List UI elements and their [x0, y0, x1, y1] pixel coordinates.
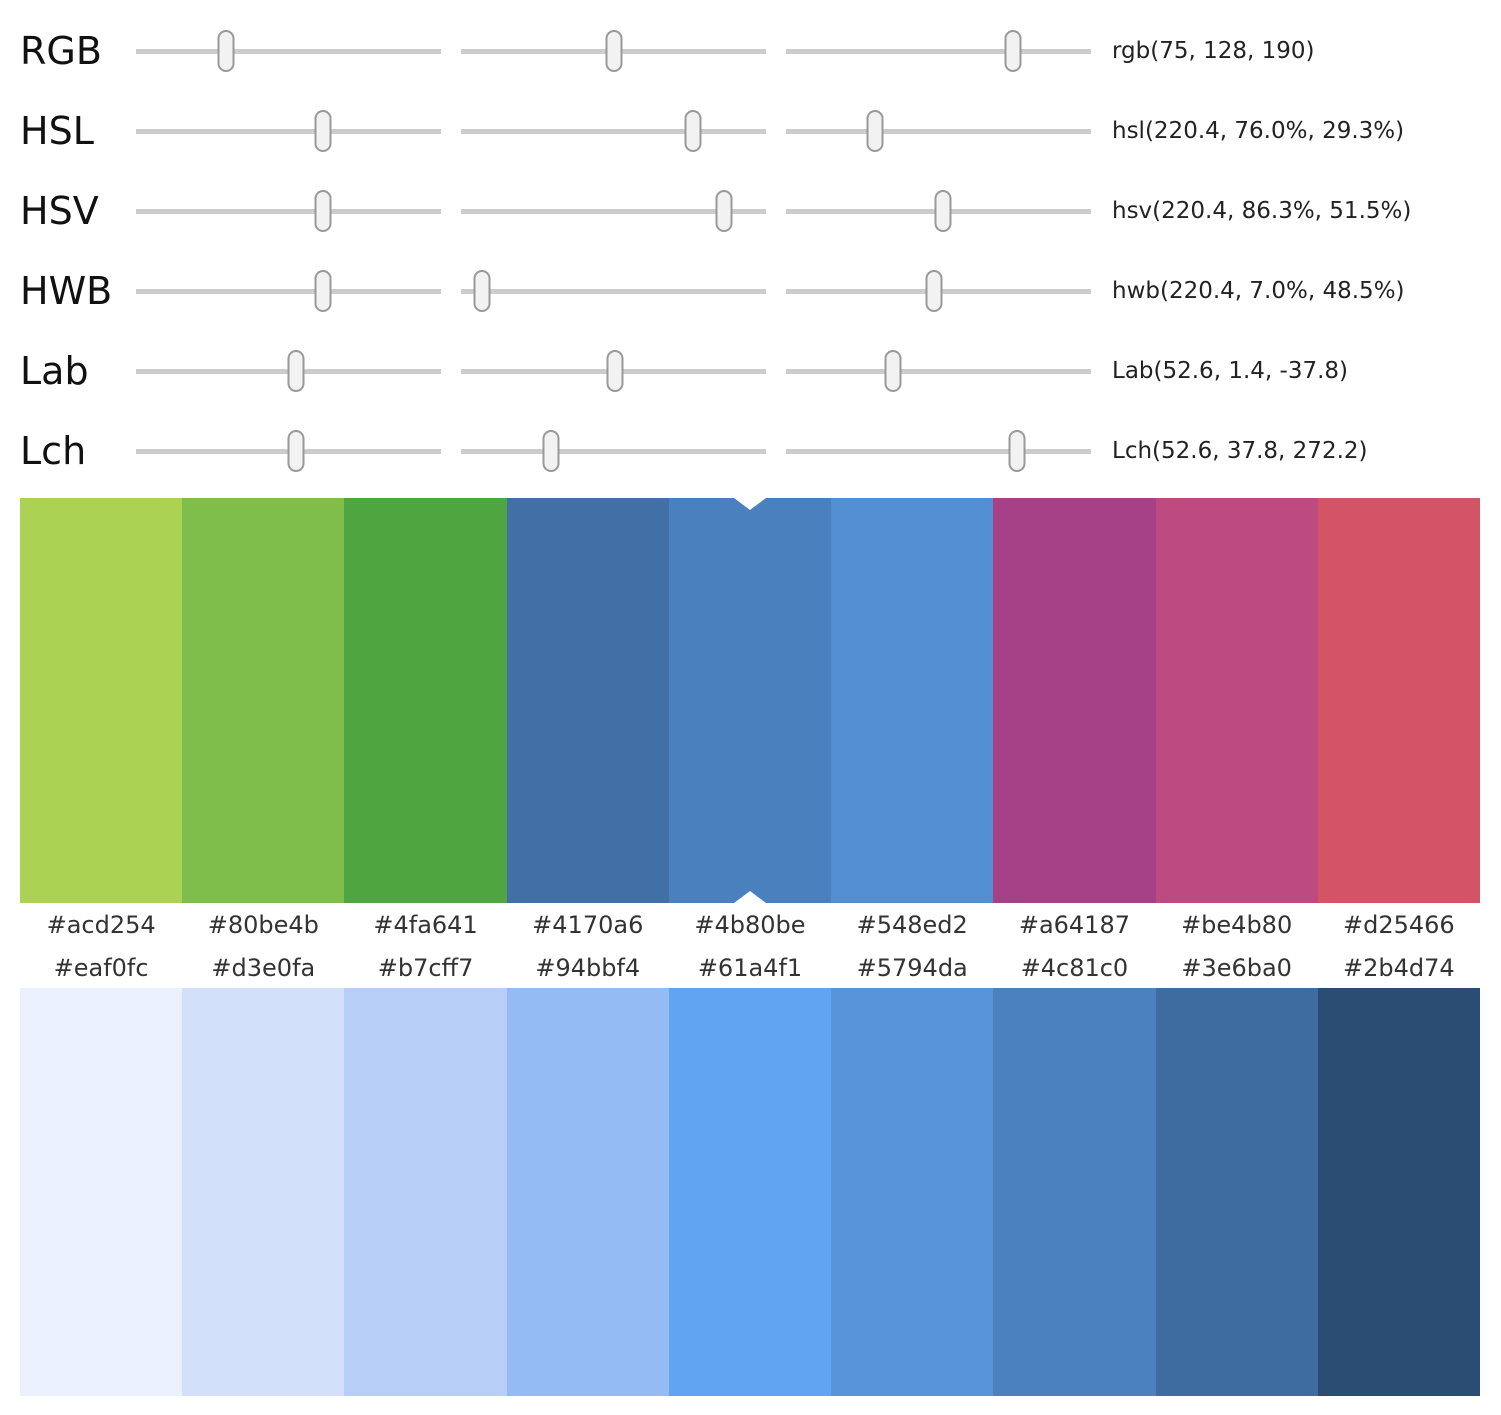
lab-value-text: Lab(52.6, 1.4, -37.8) — [1112, 358, 1348, 384]
shade_palette-swatch-1[interactable] — [182, 988, 345, 1396]
lch-slider-2-track[interactable] — [461, 428, 766, 474]
shade-palette-strip — [20, 988, 1480, 1396]
shade_palette-swatch-7[interactable] — [1155, 988, 1318, 1396]
hue-palette-hex-labels: #acd254 #80be4b #4fa641 #4170a6 #4b80be #548e… — [20, 903, 1480, 947]
shade_palette-hex-label-8: #2b4d74 — [1343, 953, 1455, 982]
slider-row-hsv: HSV hsv(220.4, 86.3%, 51.5%) — [0, 171, 1501, 251]
lch-slider-2-thumb[interactable] — [542, 430, 560, 472]
slider-row-hwb: HWB hwb(220.4, 7.0%, 48.5%) — [0, 251, 1501, 331]
hwb-slider-2-thumb[interactable] — [473, 270, 491, 312]
lab-slider-1-thumb[interactable] — [287, 350, 305, 392]
hue_palette-hex-label-4: #4b80be — [694, 911, 806, 939]
hue_palette-hex-label-7: #be4b80 — [1181, 911, 1293, 939]
slider-row-hsl: HSL hsl(220.4, 76.0%, 29.3%) — [0, 91, 1501, 171]
hsv-slider-2-thumb[interactable] — [715, 190, 733, 232]
hsv-row-label: HSV — [20, 189, 99, 233]
hue_palette-hex-label-6: #a64187 — [1018, 911, 1130, 939]
hue_palette-swatch-5[interactable] — [831, 498, 994, 903]
rgb-row-label: RGB — [20, 29, 102, 73]
hue_palette-hex-label-8: #d25466 — [1343, 911, 1455, 939]
shade_palette-hex-label-2: #b7cff7 — [377, 953, 474, 982]
lch-slider-1-track[interactable] — [136, 428, 441, 474]
lab-slider-3-track[interactable] — [786, 348, 1091, 394]
hsv-slider-3-track[interactable] — [786, 188, 1091, 234]
hue_palette-swatch-7[interactable] — [1155, 498, 1318, 903]
lch-slider-3-thumb[interactable] — [1008, 430, 1026, 472]
hwb-slider-2-track[interactable] — [461, 268, 766, 314]
lch-slider-3-track[interactable] — [786, 428, 1091, 474]
lch-row-label: Lch — [20, 429, 87, 473]
hue_palette-hex-label-2: #4fa641 — [373, 911, 478, 939]
shade_palette-hex-label-5: #5794da — [856, 953, 968, 982]
hsl-value-text: hsl(220.4, 76.0%, 29.3%) — [1112, 118, 1405, 144]
hsv-slider-1-thumb[interactable] — [314, 190, 332, 232]
lab-slider-1-track[interactable] — [136, 348, 441, 394]
shade-palette-hex-labels: #eaf0fc #d3e0fa #b7cff7 #94bbf4 #61a4f1 #5794… — [20, 947, 1480, 988]
shade_palette-hex-label-4: #61a4f1 — [697, 953, 803, 982]
hsl-slider-1-track[interactable] — [136, 108, 441, 154]
slider-row-lab: Lab Lab(52.6, 1.4, -37.8) — [0, 331, 1501, 411]
hue_palette-swatch-2[interactable] — [344, 498, 507, 903]
lab-slider-2-thumb[interactable] — [606, 350, 624, 392]
hsv-slider-3-thumb[interactable] — [934, 190, 952, 232]
hwb-slider-3-track[interactable] — [786, 268, 1091, 314]
hwb-slider-1-thumb[interactable] — [314, 270, 332, 312]
hue_palette-swatch-8[interactable] — [1317, 498, 1480, 903]
rgb-slider-2-track[interactable] — [461, 28, 766, 74]
rgb-slider-2-thumb[interactable] — [605, 30, 623, 72]
hwb-row-label: HWB — [20, 269, 113, 313]
hsl-slider-2-track[interactable] — [461, 108, 766, 154]
slider-panel: RGB rgb(75, 128, 190) HSL hsl(220.4, 76.0%,… — [0, 0, 1501, 491]
hsv-slider-1-track[interactable] — [136, 188, 441, 234]
selected-swatch-marker-bottom — [733, 891, 766, 903]
hue_palette-swatch-3[interactable] — [506, 498, 669, 903]
shade_palette-swatch-6[interactable] — [993, 988, 1156, 1396]
hsl-row-label: HSL — [20, 109, 94, 153]
hue-palette-strip — [20, 498, 1480, 903]
rgb-slider-1-track[interactable] — [136, 28, 441, 74]
hue_palette-swatch-1[interactable] — [182, 498, 345, 903]
hue_palette-swatch-6[interactable] — [993, 498, 1156, 903]
hsl-slider-3-thumb[interactable] — [866, 110, 884, 152]
shade_palette-hex-label-1: #d3e0fa — [211, 953, 316, 982]
shade_palette-swatch-3[interactable] — [506, 988, 669, 1396]
hsl-slider-3-track[interactable] — [786, 108, 1091, 154]
shade_palette-hex-label-3: #94bbf4 — [535, 953, 641, 982]
shade_palette-hex-label-6: #4c81c0 — [1020, 953, 1129, 982]
rgb-slider-1-thumb[interactable] — [217, 30, 235, 72]
hue_palette-hex-label-5: #548ed2 — [856, 911, 968, 939]
shade_palette-hex-label-0: #eaf0fc — [53, 953, 149, 982]
lab-row-label: Lab — [20, 349, 89, 393]
rgb-slider-3-track[interactable] — [786, 28, 1091, 74]
lab-slider-2-track[interactable] — [461, 348, 766, 394]
hue_palette-swatch-0[interactable] — [20, 498, 183, 903]
rgb-slider-3-thumb[interactable] — [1004, 30, 1022, 72]
shade_palette-swatch-8[interactable] — [1317, 988, 1480, 1396]
hsv-value-text: hsv(220.4, 86.3%, 51.5%) — [1112, 198, 1412, 224]
shade_palette-hex-label-7: #3e6ba0 — [1181, 953, 1292, 982]
shade_palette-swatch-0[interactable] — [20, 988, 183, 1396]
shade_palette-swatch-2[interactable] — [344, 988, 507, 1396]
hue_palette-hex-label-1: #80be4b — [207, 911, 319, 939]
hsl-slider-1-thumb[interactable] — [314, 110, 332, 152]
lch-slider-1-thumb[interactable] — [287, 430, 305, 472]
slider-row-lch: Lch Lch(52.6, 37.8, 272.2) — [0, 411, 1501, 491]
slider-row-rgb: RGB rgb(75, 128, 190) — [0, 11, 1501, 91]
hsl-slider-2-thumb[interactable] — [684, 110, 702, 152]
lab-slider-3-thumb[interactable] — [884, 350, 902, 392]
hue_palette-hex-label-0: #acd254 — [46, 911, 156, 939]
hwb-slider-3-thumb[interactable] — [925, 270, 943, 312]
hwb-value-text: hwb(220.4, 7.0%, 48.5%) — [1112, 278, 1405, 304]
lch-value-text: Lch(52.6, 37.8, 272.2) — [1112, 438, 1368, 464]
rgb-value-text: rgb(75, 128, 190) — [1112, 38, 1315, 64]
hsv-slider-2-track[interactable] — [461, 188, 766, 234]
shade_palette-swatch-4[interactable] — [668, 988, 832, 1396]
selected-swatch-marker-top — [733, 498, 766, 510]
hue_palette-swatch-4[interactable] — [668, 498, 832, 903]
hue_palette-hex-label-3: #4170a6 — [532, 911, 644, 939]
shade_palette-swatch-5[interactable] — [831, 988, 994, 1396]
hwb-slider-1-track[interactable] — [136, 268, 441, 314]
